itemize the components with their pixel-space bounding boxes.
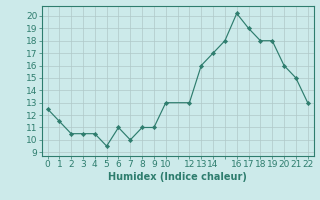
- X-axis label: Humidex (Indice chaleur): Humidex (Indice chaleur): [108, 172, 247, 182]
